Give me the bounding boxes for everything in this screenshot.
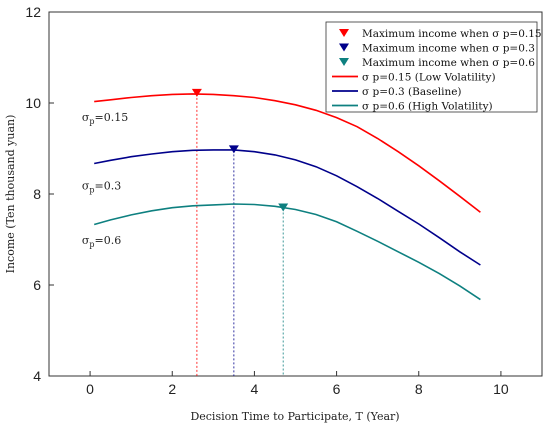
x-axis-title: Decision Time to Participate, T (Year) bbox=[190, 410, 399, 423]
legend-box bbox=[325, 21, 538, 113]
y-axis-title: Income (Ten thousand yuan) bbox=[4, 115, 17, 274]
x-tick-label: 6 bbox=[333, 381, 341, 397]
max-marker bbox=[228, 145, 239, 154]
x-tick-label: 10 bbox=[493, 381, 509, 397]
series-line bbox=[94, 93, 481, 213]
max-marker bbox=[191, 88, 202, 97]
legend-line-label: σ p=0.15 (Low Volatility) bbox=[362, 72, 496, 84]
y-tick-label: 8 bbox=[33, 186, 41, 202]
series-lines bbox=[93, 93, 481, 301]
curve-annotation: σp=0.15 bbox=[82, 111, 128, 126]
legend-marker-label: Maximum income when σ p=0.6 bbox=[362, 57, 535, 69]
legend-line-label: σ p=0.3 (Baseline) bbox=[362, 86, 462, 98]
curve-annotation: σp=0.3 bbox=[82, 179, 121, 194]
legend-marker-label: Maximum income when σ p=0.3 bbox=[362, 43, 535, 55]
y-tick-label: 10 bbox=[25, 95, 41, 111]
curve-annotation: σp=0.6 bbox=[82, 234, 121, 249]
x-tick-label: 0 bbox=[86, 381, 94, 397]
series-line bbox=[93, 203, 481, 301]
legend-line-label: σ p=0.6 (High Volatility) bbox=[362, 101, 493, 113]
legend-marker-symbol bbox=[339, 43, 349, 52]
max-guide-lines bbox=[196, 93, 284, 376]
y-tick-label: 12 bbox=[25, 4, 41, 20]
curve-annotations: σp=0.15 σp=0.3 σp=0.6 bbox=[82, 111, 128, 249]
y-tick-label: 6 bbox=[33, 277, 41, 293]
x-tick-label: 8 bbox=[415, 381, 423, 397]
max-markers bbox=[191, 88, 289, 212]
axis-ticks: 0 2 4 6 8 10 4 6 8 10 12 bbox=[25, 4, 508, 397]
series-line bbox=[94, 149, 481, 266]
legend-marker-symbol bbox=[339, 29, 349, 37]
x-tick-label: 2 bbox=[168, 381, 176, 397]
legend-marker-label: Maximum income when σ p=0.15 bbox=[362, 28, 542, 40]
max-marker bbox=[278, 203, 289, 212]
y-tick-label: 4 bbox=[33, 368, 41, 384]
legend: Maximum income when σ p=0.15 Maximum inco… bbox=[325, 21, 542, 113]
x-tick-label: 4 bbox=[251, 381, 259, 397]
legend-marker-symbol bbox=[339, 58, 349, 66]
